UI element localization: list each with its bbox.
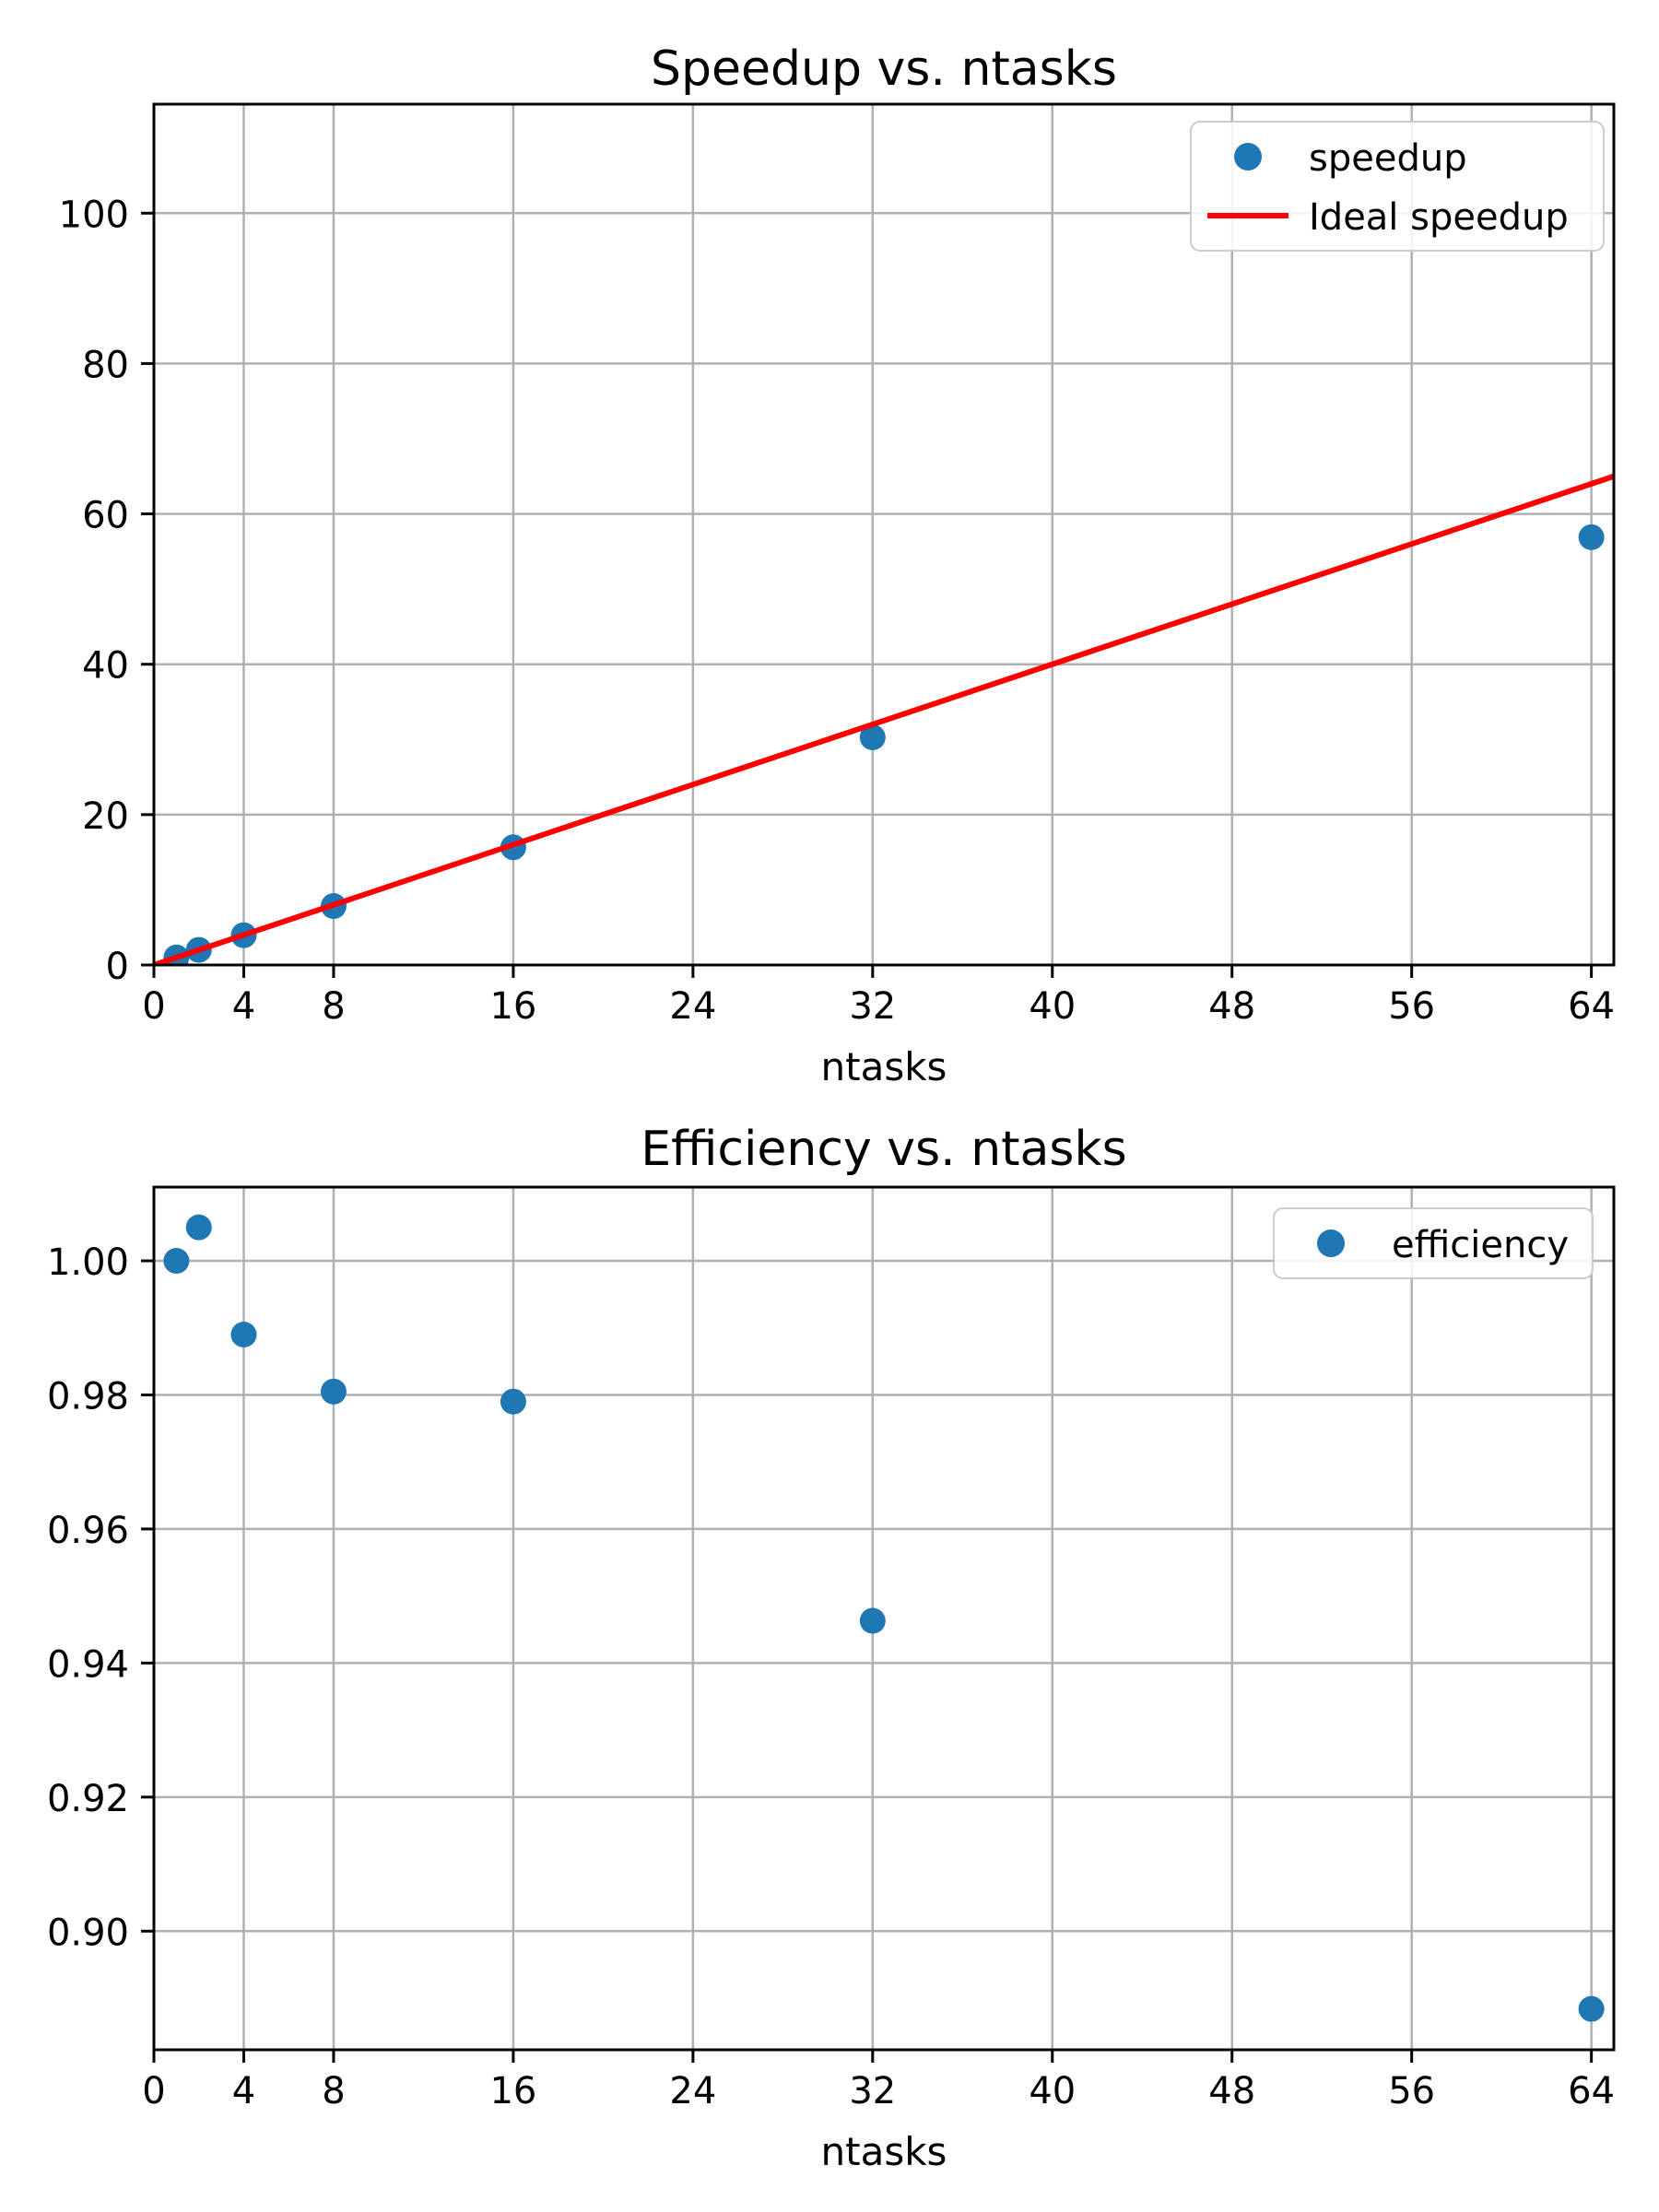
legend-label: efficiency: [1392, 1224, 1569, 1266]
plot-border: [152, 102, 1616, 967]
efficiency-series: [163, 1214, 1605, 2022]
x-tick-label: 56: [1388, 985, 1435, 1028]
legend-label: speedup: [1309, 137, 1467, 180]
legend-marker-swatch: [1234, 143, 1262, 171]
x-tick-label: 64: [1568, 2070, 1615, 2112]
x-tick-label: 4: [232, 985, 255, 1028]
x-tick-label: 64: [1568, 985, 1615, 1028]
y-tick-label: 60: [82, 495, 129, 537]
efficiency-point: [1578, 1995, 1605, 2022]
efficiency-point: [859, 1607, 886, 1634]
x-tick-label: 0: [142, 2070, 165, 2112]
speedup-series: [154, 473, 1614, 965]
legend: efficiency: [1273, 1207, 1594, 1279]
x-tick-label: 24: [669, 2070, 716, 2112]
x-tick-label: 0: [142, 985, 165, 1028]
x-tick-label: 32: [849, 2070, 896, 2112]
ideal-speedup-line: [154, 473, 1614, 965]
efficiency-point: [185, 1214, 212, 1241]
legend-box: [1273, 1207, 1594, 1279]
x-tick-label: 40: [1029, 2070, 1076, 2112]
x-tick-label: 8: [322, 2070, 345, 2112]
x-tick-label: 48: [1208, 2070, 1255, 2112]
y-tick-label: 80: [82, 344, 129, 386]
efficiency-point: [320, 1378, 347, 1405]
plot-border: [152, 1185, 1616, 2052]
y-tick-label: 0: [106, 946, 129, 988]
legend: speedup Ideal speedup: [1190, 121, 1605, 252]
x-tick-label: 8: [322, 985, 345, 1028]
x-tick-label: 32: [849, 985, 896, 1028]
x-tick-label: 16: [489, 2070, 536, 2112]
x-tick-label: 4: [232, 2070, 255, 2112]
legend-label: Ideal speedup: [1309, 196, 1569, 239]
x-tick-label: 24: [669, 985, 716, 1028]
efficiency-point: [500, 1388, 526, 1415]
y-tick-label: 0.92: [47, 1778, 129, 1820]
y-tick-label: 0.94: [47, 1643, 129, 1686]
y-tick-label: 1.00: [47, 1241, 129, 1284]
speedup-point: [859, 724, 886, 750]
y-tick-label: 0.98: [47, 1375, 129, 1418]
chart-title: Speedup vs. ntasks: [651, 41, 1117, 97]
x-tick-label: 40: [1029, 985, 1076, 1028]
x-axis-label: ntasks: [821, 2129, 947, 2174]
legend-box: [1190, 121, 1605, 252]
chart-title: Efficiency vs. ntasks: [641, 1122, 1126, 1177]
efficiency-point: [230, 1322, 257, 1347]
y-tick-label: 20: [82, 795, 129, 838]
efficiency-point: [163, 1248, 190, 1274]
efficiency-chart: 0 4 8 16 24 32 40 48 56 640.900.920.940.960.981.0…: [47, 1122, 1616, 2174]
x-tick-label: 48: [1208, 985, 1255, 1028]
x-tick-label: 56: [1388, 2070, 1435, 2112]
legend-marker-swatch: [1317, 1230, 1345, 1257]
y-tick-label: 100: [59, 194, 129, 236]
y-tick-label: 0.96: [47, 1510, 129, 1552]
x-tick-label: 16: [489, 985, 536, 1028]
x-axis-label: ntasks: [821, 1044, 947, 1089]
y-tick-label: 40: [82, 645, 129, 688]
speedup-point: [1578, 524, 1605, 550]
y-tick-label: 0.90: [47, 1912, 129, 1954]
